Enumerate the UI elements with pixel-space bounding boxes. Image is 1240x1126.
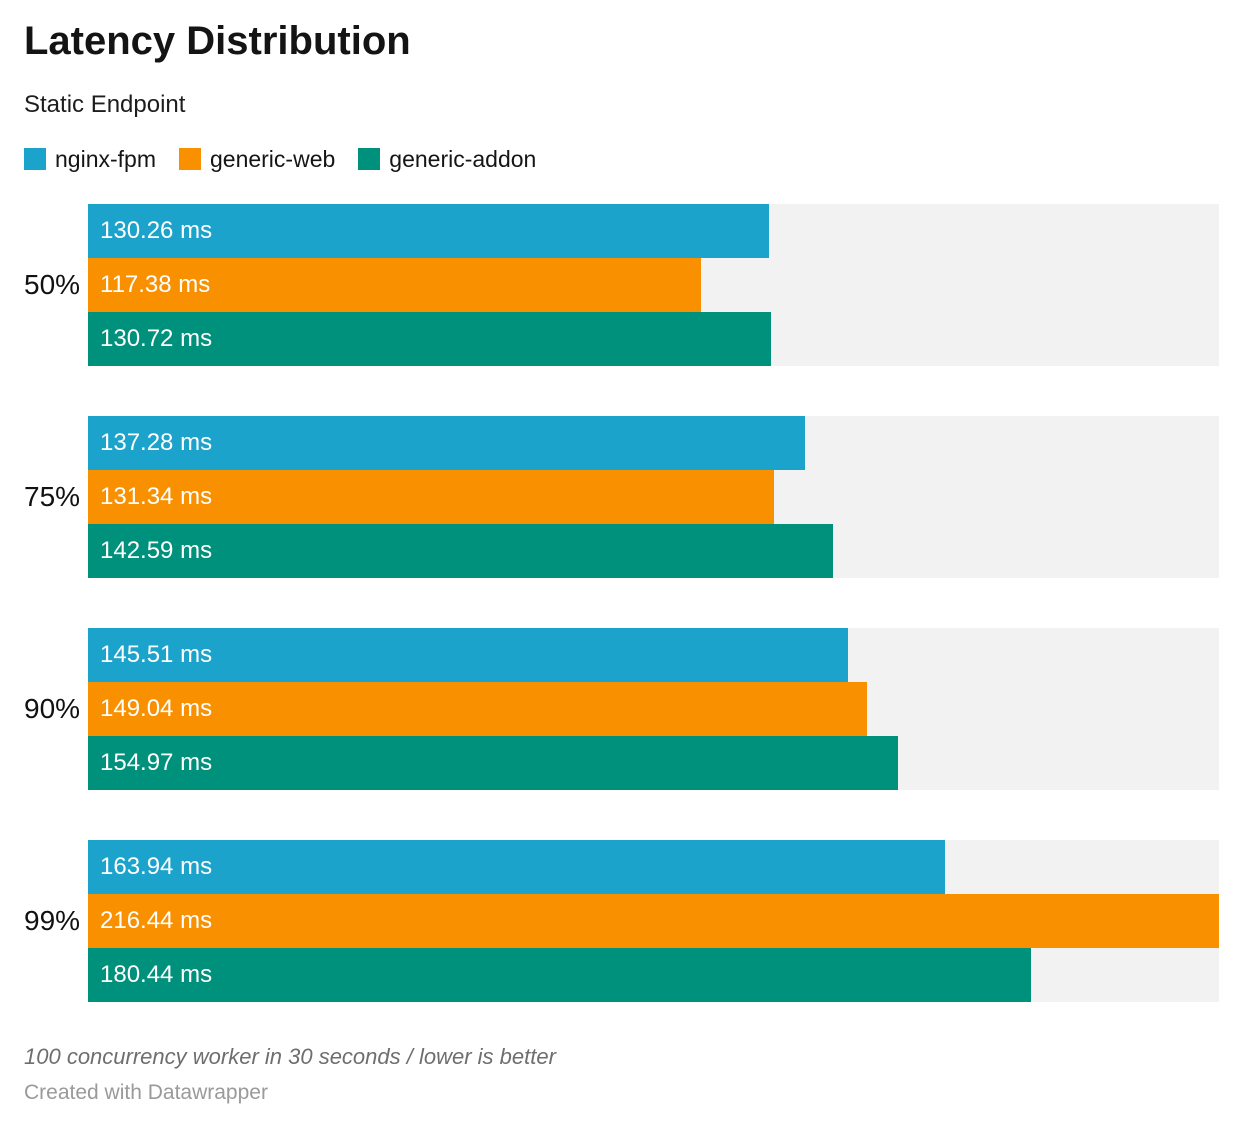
bar-value-label: 137.28 ms xyxy=(100,429,213,456)
bar-value-label: 154.97 ms xyxy=(100,749,213,776)
bar-track: 131.34 ms xyxy=(88,470,1219,524)
bar-group-rows: 130.26 ms 117.38 ms 130.72 ms xyxy=(88,204,1219,366)
bar-generic-addon: 142.59 ms xyxy=(88,524,834,578)
chart-note: 100 concurrency worker in 30 seconds / l… xyxy=(24,1044,556,1069)
category-label-column: 50% xyxy=(24,204,88,366)
bar-group-rows: 137.28 ms 131.34 ms 142.59 ms xyxy=(88,416,1219,578)
bar-track: 163.94 ms xyxy=(88,840,1219,894)
legend-swatch-icon xyxy=(358,148,381,170)
bar-chart: 50% 130.26 ms 117.38 ms 130.72 ms 75% 137.28 … xyxy=(24,204,1219,1002)
attribution-byline: Created with Datawrapper xyxy=(24,1081,268,1104)
bar-track: 130.72 ms xyxy=(88,312,1219,366)
bar-nginx-fpm: 163.94 ms xyxy=(88,840,945,894)
legend-item-nginx-fpm: nginx-fpm xyxy=(24,146,156,172)
bar-value-label: 145.51 ms xyxy=(100,641,213,668)
bar-value-label: 149.04 ms xyxy=(100,695,213,722)
legend-item-generic-addon: generic-addon xyxy=(358,146,536,172)
legend-item-generic-web: generic-web xyxy=(178,146,336,172)
category-label: 75% xyxy=(24,481,81,512)
bar-track: 149.04 ms xyxy=(88,682,1219,736)
category-label: 99% xyxy=(24,905,81,936)
bar-group: 50% 130.26 ms 117.38 ms 130.72 ms xyxy=(24,204,1219,366)
bar-value-label: 142.59 ms xyxy=(100,537,213,564)
bar-track: 117.38 ms xyxy=(88,258,1219,312)
bar-track: 154.97 ms xyxy=(88,736,1219,790)
bar-value-label: 180.44 ms xyxy=(100,961,213,988)
bar-value-label: 117.38 ms xyxy=(100,271,211,298)
bar-group: 99% 163.94 ms 216.44 ms 180.44 ms xyxy=(24,840,1219,1002)
bar-group-rows: 163.94 ms 216.44 ms 180.44 ms xyxy=(88,840,1219,1002)
category-label-column: 90% xyxy=(24,628,88,790)
chart-title: Latency Distribution xyxy=(24,19,411,63)
legend-item-label: nginx-fpm xyxy=(55,146,156,172)
bar-nginx-fpm: 145.51 ms xyxy=(88,628,849,682)
category-label: 50% xyxy=(24,269,81,300)
bar-value-label: 130.72 ms xyxy=(100,325,213,352)
chart-subtitle: Static Endpoint xyxy=(24,91,186,118)
bar-generic-addon: 130.72 ms xyxy=(88,312,772,366)
bar-generic-addon: 180.44 ms xyxy=(88,948,1031,1002)
legend-item-label: generic-addon xyxy=(389,146,537,172)
bar-generic-web: 117.38 ms xyxy=(88,258,702,312)
legend: nginx-fpm generic-web generic-addon xyxy=(24,146,1219,172)
bar-group: 90% 145.51 ms 149.04 ms 154.97 ms xyxy=(24,628,1219,790)
bar-group-rows: 145.51 ms 149.04 ms 154.97 ms xyxy=(88,628,1219,790)
bar-value-label: 163.94 ms xyxy=(100,853,213,880)
legend-item-label: generic-web xyxy=(209,146,336,172)
category-label: 90% xyxy=(24,693,81,724)
bar-generic-web: 149.04 ms xyxy=(88,682,867,736)
category-label-column: 75% xyxy=(24,416,88,578)
bar-track: 142.59 ms xyxy=(88,524,1219,578)
bar-generic-addon: 154.97 ms xyxy=(88,736,898,790)
bar-value-label: 130.26 ms xyxy=(100,217,213,244)
legend-swatch-icon xyxy=(24,148,46,170)
bar-value-label: 216.44 ms xyxy=(100,907,213,934)
bar-track: 130.26 ms xyxy=(88,204,1219,258)
bar-track: 145.51 ms xyxy=(88,628,1219,682)
bar-generic-web: 131.34 ms xyxy=(88,470,775,524)
legend-swatch-icon xyxy=(178,148,201,170)
category-label-column: 99% xyxy=(24,840,88,1002)
bar-group: 75% 137.28 ms 131.34 ms 142.59 ms xyxy=(24,416,1219,578)
bar-track: 180.44 ms xyxy=(88,948,1219,1002)
bar-nginx-fpm: 137.28 ms xyxy=(88,416,806,470)
bar-generic-web: 216.44 ms xyxy=(88,894,1219,948)
bar-track: 137.28 ms xyxy=(88,416,1219,470)
bar-track: 216.44 ms xyxy=(88,894,1219,948)
bar-value-label: 131.34 ms xyxy=(100,483,213,510)
bar-nginx-fpm: 130.26 ms xyxy=(88,204,769,258)
